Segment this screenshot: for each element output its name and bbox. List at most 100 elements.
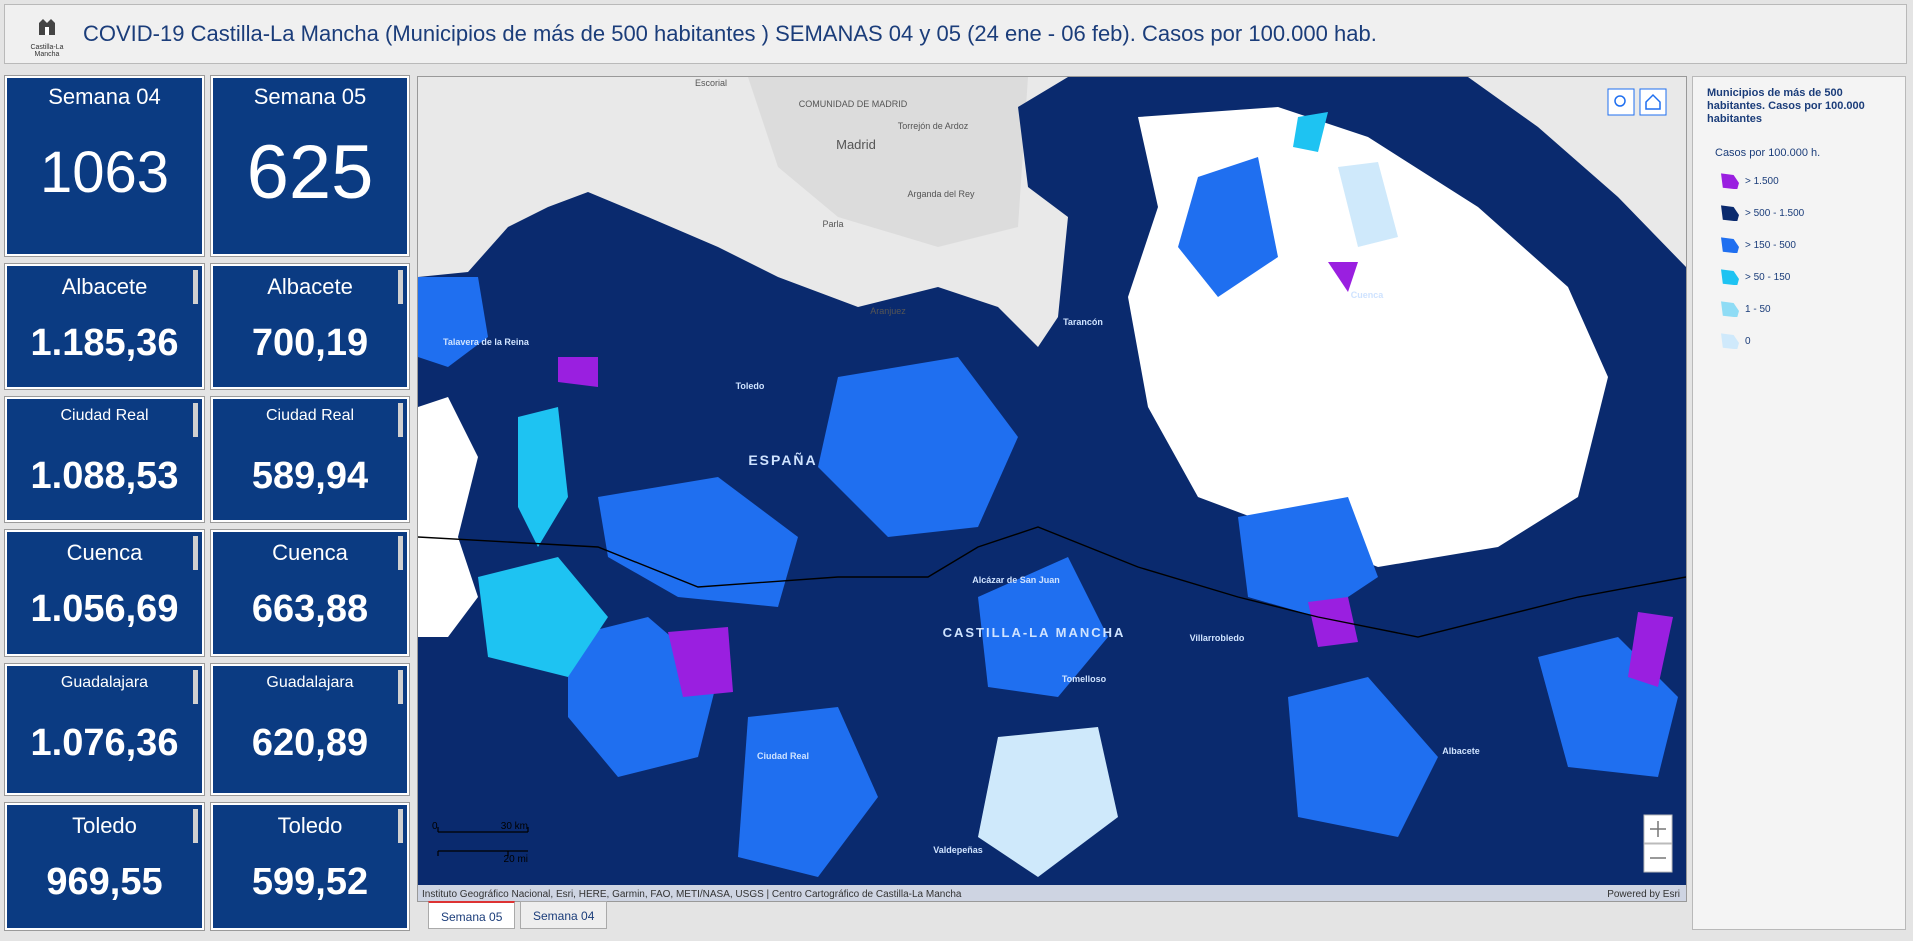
kpi-value: 599,52 [251, 861, 369, 903]
kpi-card: Semana 05 625 [210, 75, 410, 257]
legend-title: Municipios de más de 500 habitantes. Cas… [1707, 87, 1865, 125]
region [1288, 677, 1438, 837]
region [668, 627, 733, 697]
kpi-card: Albacete 1.185,36 [4, 263, 205, 390]
region [978, 727, 1118, 877]
legend-item: 1 - 50 [1721, 300, 1771, 320]
logo: Castilla-La Mancha [23, 15, 71, 58]
legend-label: > 150 - 500 [1745, 240, 1796, 251]
region [1238, 497, 1378, 617]
tab[interactable]: Semana 05 [428, 901, 516, 929]
legend-item: > 500 - 1.500 [1721, 204, 1804, 224]
legend-item: > 50 - 150 [1721, 268, 1790, 288]
place-label: Arganda del Rey [907, 189, 975, 199]
place-label: Madrid [836, 137, 876, 152]
region [598, 477, 798, 607]
scale-bar-fill [438, 834, 528, 849]
kpi-card: Toledo 599,52 [210, 802, 410, 931]
scale-label: 20 mi [504, 854, 528, 865]
legend-item: > 1.500 [1721, 172, 1779, 192]
region [1338, 162, 1398, 247]
kpi-value: 1.088,53 [30, 455, 179, 497]
scrollbar [193, 670, 198, 704]
kpi-label: Albacete [61, 274, 148, 299]
legend-label: > 1.500 [1745, 176, 1779, 187]
place-label: Albacete [1442, 746, 1480, 756]
scrollbar [193, 403, 198, 437]
home-button[interactable] [1639, 88, 1667, 116]
region [558, 357, 598, 387]
scale-bar [437, 827, 529, 856]
kpi-value: 1.185,36 [30, 322, 179, 364]
place-label: Aranjuez [870, 306, 906, 316]
kpi-card: Cuenca 1.056,69 [4, 529, 205, 657]
place-label: Torrejón de Ardoz [898, 121, 969, 131]
kpi-card: Guadalajara 1.076,36 [4, 663, 205, 796]
title: COVID-19 Castilla-La Mancha (Municipios … [83, 21, 1377, 46]
region [1308, 597, 1358, 647]
place-label: Talavera de la Reina [443, 337, 530, 347]
search-button[interactable] [1607, 88, 1635, 116]
place-label: CASTILLA-LA MANCHA [943, 625, 1126, 640]
region [478, 557, 608, 677]
legend-item: > 150 - 500 [1721, 236, 1796, 256]
legend-swatch [1721, 301, 1739, 318]
search-icon [1614, 95, 1626, 107]
kpi-label: Ciudad Real [60, 407, 149, 424]
scrollbar [398, 270, 403, 304]
kpi-value: 663,88 [251, 588, 369, 630]
legend-swatch [1721, 333, 1739, 350]
logo-icon [39, 19, 55, 35]
place-label: Escorial [695, 78, 727, 88]
region [1178, 157, 1278, 297]
region [418, 277, 488, 367]
scrollbar [398, 809, 403, 843]
place-label: Ciudad Real [757, 751, 809, 761]
place-label: Alcázar de San Juan [972, 575, 1060, 585]
scrollbar [398, 536, 403, 570]
kpi-label: Cuenca [272, 540, 348, 565]
powered-by: Powered by Esri [1607, 889, 1680, 900]
place-label: Tomelloso [1062, 674, 1107, 684]
kpi-card: Albacete 700,19 [210, 263, 410, 390]
kpi-card: Toledo 969,55 [4, 802, 205, 931]
kpi-value: 620,89 [251, 722, 369, 764]
tab[interactable]: Semana 04 [520, 901, 608, 929]
kpi-label: Ciudad Real [265, 407, 355, 424]
place-label: ESPAÑA [748, 451, 817, 468]
kpi-label: Toledo [72, 813, 137, 838]
kpi-value: 700,19 [251, 322, 369, 364]
place-label: Valdepeñas [933, 845, 983, 855]
legend-swatch [1721, 269, 1739, 286]
kpi-label: Toledo [277, 813, 343, 838]
kpi-label: Semana 05 [253, 84, 367, 109]
legend-label: > 50 - 150 [1745, 272, 1791, 283]
scrollbar [193, 809, 198, 843]
home-icon [1645, 93, 1661, 110]
legend-swatch [1721, 173, 1739, 190]
logo-text: Castilla-La Mancha [30, 44, 64, 58]
attribution: Instituto Geográfico Nacional, Esri, HER… [422, 889, 962, 900]
legend-subtitle: Casos por 100.000 h. [1715, 147, 1821, 159]
scale-label: 0 [432, 821, 438, 832]
map[interactable]: Escorial COMUNIDAD DE MADRID Madrid Torrejó… [417, 76, 1687, 902]
region [818, 357, 1018, 537]
region [518, 407, 568, 547]
scrollbar [398, 403, 403, 437]
map-canvas: Escorial COMUNIDAD DE MADRID Madrid Torrejó… [418, 77, 1686, 901]
legend-item: 0 [1721, 332, 1751, 352]
place-label: Parla [822, 219, 843, 229]
legend: Municipios de más de 500 habitantes. Cas… [1692, 76, 1906, 930]
place-label: Cuenca [1351, 290, 1385, 300]
zoom-in-icon [1650, 821, 1666, 837]
boundary [418, 526, 1686, 638]
place-label: COMUNIDAD DE MADRID [799, 99, 908, 109]
legend-label: 1 - 50 [1745, 304, 1771, 315]
region [978, 557, 1108, 697]
region [1628, 612, 1673, 687]
region [418, 397, 478, 637]
kpi-value: 969,55 [46, 861, 163, 903]
kpi-value: 1063 [39, 140, 170, 205]
scrollbar [193, 536, 198, 570]
kpi-label: Cuenca [66, 540, 143, 565]
